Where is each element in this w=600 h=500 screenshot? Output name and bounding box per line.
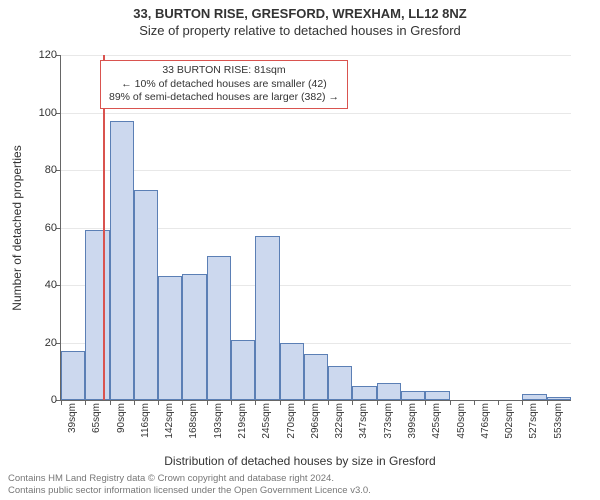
x-tick-label: 168sqm: [188, 403, 199, 451]
histogram-bar: [158, 276, 182, 400]
x-tick-mark: [304, 400, 305, 405]
x-tick-label: 219sqm: [237, 403, 248, 451]
annotation-line: 89% of semi-detached houses are larger (…: [109, 91, 339, 105]
footer-line1: Contains HM Land Registry data © Crown c…: [8, 473, 371, 484]
histogram-bar: [231, 340, 255, 400]
x-tick-mark: [450, 400, 451, 405]
title-block: 33, BURTON RISE, GRESFORD, WREXHAM, LL12…: [0, 0, 600, 38]
x-tick-mark: [498, 400, 499, 405]
histogram-bar: [182, 274, 206, 401]
y-tick-label: 40: [27, 279, 57, 291]
x-tick-mark: [182, 400, 183, 405]
histogram-bar: [207, 256, 231, 400]
x-tick-mark: [207, 400, 208, 405]
x-tick-mark: [425, 400, 426, 405]
x-tick-label: 373sqm: [383, 403, 394, 451]
x-tick-label: 502sqm: [504, 403, 515, 451]
chart-container: 33, BURTON RISE, GRESFORD, WREXHAM, LL12…: [0, 0, 600, 500]
x-tick-mark: [352, 400, 353, 405]
histogram-bar: [522, 394, 546, 400]
x-tick-mark: [110, 400, 111, 405]
histogram-bar: [61, 351, 85, 400]
gridline: [61, 113, 571, 114]
y-tick-label: 100: [27, 107, 57, 119]
y-axis-label: Number of detached properties: [10, 145, 24, 310]
x-tick-mark: [401, 400, 402, 405]
x-tick-label: 425sqm: [431, 403, 442, 451]
histogram-bar: [304, 354, 328, 400]
histogram-bar: [328, 366, 352, 401]
x-tick-mark: [377, 400, 378, 405]
x-tick-label: 527sqm: [528, 403, 539, 451]
x-tick-label: 90sqm: [116, 403, 127, 451]
histogram-bar: [425, 391, 449, 400]
y-tick-label: 120: [27, 49, 57, 61]
x-tick-mark: [522, 400, 523, 405]
x-tick-label: 193sqm: [213, 403, 224, 451]
y-tick-label: 0: [27, 394, 57, 406]
x-tick-mark: [255, 400, 256, 405]
annotation-line: ← 10% of detached houses are smaller (42…: [109, 78, 339, 92]
histogram-bar: [110, 121, 134, 400]
histogram-bar: [85, 230, 109, 400]
x-tick-mark: [474, 400, 475, 405]
histogram-bar: [401, 391, 425, 400]
gridline: [61, 55, 571, 56]
title-line1: 33, BURTON RISE, GRESFORD, WREXHAM, LL12…: [0, 6, 600, 21]
title-line2: Size of property relative to detached ho…: [0, 23, 600, 38]
x-tick-mark: [547, 400, 548, 405]
x-tick-label: 270sqm: [286, 403, 297, 451]
x-tick-label: 65sqm: [91, 403, 102, 451]
histogram-bar: [134, 190, 158, 400]
histogram-bar: [255, 236, 279, 400]
footer-attribution: Contains HM Land Registry data © Crown c…: [8, 473, 371, 496]
x-tick-label: 347sqm: [358, 403, 369, 451]
x-tick-label: 116sqm: [140, 403, 151, 451]
gridline: [61, 170, 571, 171]
x-tick-label: 553sqm: [553, 403, 564, 451]
x-tick-label: 39sqm: [67, 403, 78, 451]
x-tick-label: 450sqm: [456, 403, 467, 451]
histogram-bar: [377, 383, 401, 400]
x-tick-label: 296sqm: [310, 403, 321, 451]
x-tick-label: 322sqm: [334, 403, 345, 451]
x-axis-label: Distribution of detached houses by size …: [0, 454, 600, 468]
x-tick-mark: [85, 400, 86, 405]
annotation-line: 33 BURTON RISE: 81sqm: [109, 64, 339, 78]
y-tick-label: 80: [27, 164, 57, 176]
footer-line2: Contains public sector information licen…: [8, 485, 371, 496]
x-tick-label: 245sqm: [261, 403, 272, 451]
x-tick-label: 476sqm: [480, 403, 491, 451]
histogram-bar: [280, 343, 304, 401]
x-tick-mark: [61, 400, 62, 405]
x-tick-label: 399sqm: [407, 403, 418, 451]
y-tick-label: 20: [27, 337, 57, 349]
annotation-box: 33 BURTON RISE: 81sqm← 10% of detached h…: [100, 60, 348, 109]
x-tick-mark: [134, 400, 135, 405]
x-tick-mark: [328, 400, 329, 405]
x-tick-label: 142sqm: [164, 403, 175, 451]
x-tick-mark: [231, 400, 232, 405]
histogram-bar: [352, 386, 376, 400]
x-tick-mark: [158, 400, 159, 405]
x-tick-mark: [280, 400, 281, 405]
histogram-bar: [547, 397, 571, 400]
y-tick-label: 60: [27, 222, 57, 234]
